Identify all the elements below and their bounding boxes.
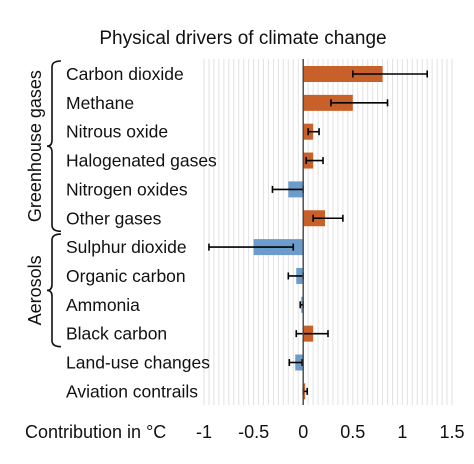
category-label-other-gases: Other gases bbox=[66, 208, 162, 228]
category-label-nitrous-oxide: Nitrous oxide bbox=[66, 122, 168, 142]
category-label-black-carbon: Black carbon bbox=[66, 324, 167, 344]
x-tick-label: -1 bbox=[196, 422, 212, 442]
category-label-halogenated-gases: Halogenated gases bbox=[66, 151, 217, 171]
group-label-greenhouse-gases: Greenhouse gases bbox=[25, 70, 45, 222]
brace-aerosols bbox=[46, 233, 62, 348]
brace-greenhouse-gases bbox=[46, 60, 62, 233]
x-axis-label: Contribution in °C bbox=[25, 422, 166, 442]
category-label-aviation-contrails: Aviation contrails bbox=[66, 381, 198, 401]
category-label-sulphur-dioxide: Sulphur dioxide bbox=[66, 237, 187, 257]
category-label-ammonia: Ammonia bbox=[66, 295, 140, 315]
category-label-organic-carbon: Organic carbon bbox=[66, 266, 186, 286]
grid-layer bbox=[203, 59, 453, 405]
bar-methane bbox=[303, 94, 353, 111]
category-label-land-use-changes: Land-use changes bbox=[66, 353, 210, 373]
x-tick-label: 0.5 bbox=[340, 422, 365, 442]
x-tick-label: 1 bbox=[397, 422, 407, 442]
group-label-aerosols: Aerosols bbox=[25, 255, 45, 325]
category-label-nitrogen-oxides: Nitrogen oxides bbox=[66, 179, 188, 199]
category-label-carbon-dioxide: Carbon dioxide bbox=[66, 64, 184, 84]
chart-title: Physical drivers of climate change bbox=[99, 28, 386, 49]
group-labels: Greenhouse gases Aerosols bbox=[25, 60, 62, 348]
x-tick-label: 0 bbox=[298, 422, 308, 442]
category-label-methane: Methane bbox=[66, 93, 134, 113]
x-tick-labels: -1 -0.5 0 0.5 1 1.5 bbox=[196, 422, 465, 442]
x-tick-label: 1.5 bbox=[439, 422, 464, 442]
category-labels: Carbon dioxide Methane Nitrous oxide Haloge… bbox=[66, 64, 217, 401]
bar-carbon-dioxide bbox=[303, 66, 383, 82]
x-tick-label: -0.5 bbox=[238, 422, 269, 442]
